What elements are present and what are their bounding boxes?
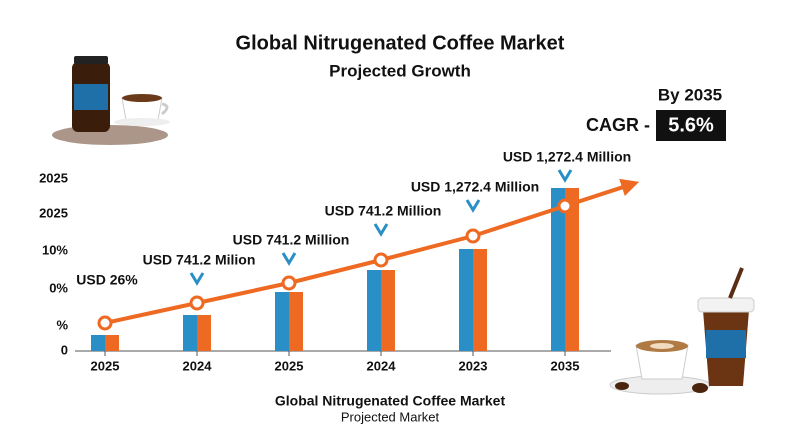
- annotation-pointer: [557, 169, 573, 183]
- cagr-value: 5.6%: [668, 114, 714, 136]
- bar: [367, 270, 381, 351]
- bar: [381, 270, 395, 351]
- x-tick-label: 2025: [91, 358, 120, 373]
- annotation-pointer: [189, 272, 205, 286]
- bar: [289, 292, 303, 351]
- trend-line: [104, 204, 566, 325]
- x-tick-label: 2025: [275, 358, 304, 373]
- annotation: USD 26%: [76, 272, 138, 288]
- trend-marker: [465, 228, 481, 244]
- cagr-box: [656, 110, 726, 141]
- annotation-pointer: [281, 252, 297, 266]
- trend-marker: [281, 275, 297, 291]
- trend-marker: [189, 295, 205, 311]
- y-tick-label: 10%: [42, 242, 68, 257]
- trend-arrowhead: [619, 178, 640, 196]
- bar: [459, 249, 473, 351]
- chart-title: Global Nitrugenated Coffee Market: [236, 32, 565, 54]
- bar: [183, 315, 197, 351]
- y-tick-label: 2025: [39, 205, 68, 220]
- y-tick-label: 0%: [49, 280, 68, 295]
- trend-marker: [97, 315, 113, 331]
- annotation: USD 1,272.4 Million: [411, 179, 539, 195]
- y-tick-label: 0: [61, 342, 68, 357]
- annotation: USD 741.2 Milion: [143, 252, 256, 268]
- chart-subtitle: Projected Growth: [329, 61, 471, 80]
- bar: [197, 315, 211, 351]
- annotation: USD 1,272.4 Million: [503, 149, 631, 165]
- footer-title: Global Nitrugenated Coffee Market: [275, 393, 506, 409]
- bar: [551, 188, 565, 351]
- bar: [473, 249, 487, 351]
- trend-arrow-shaft: [564, 183, 631, 208]
- x-tick-label: 2023: [459, 358, 488, 373]
- bar: [105, 335, 119, 351]
- trend-marker: [373, 252, 389, 268]
- x-tick-label: 2024: [183, 358, 213, 373]
- annotation-pointer: [465, 199, 481, 213]
- coffee-illustration-right: [609, 267, 755, 395]
- cagr-period: By 2035: [658, 85, 722, 104]
- x-tick-label: 2024: [367, 358, 397, 373]
- bar: [91, 335, 105, 351]
- footer-subtitle: Projected Market: [341, 409, 440, 424]
- annotation: USD 741.2 Million: [325, 203, 442, 219]
- y-tick-label: 2025: [39, 170, 68, 185]
- cagr-label: CAGR -: [586, 115, 650, 135]
- bar: [565, 188, 579, 351]
- x-tick-label: 2035: [551, 358, 580, 373]
- trend-marker: [557, 198, 573, 214]
- annotation-pointer: [373, 223, 389, 237]
- y-tick-label: %: [56, 317, 68, 332]
- annotation: USD 741.2 Million: [233, 232, 350, 248]
- coffee-illustration-left: [52, 56, 170, 145]
- bar: [275, 292, 289, 351]
